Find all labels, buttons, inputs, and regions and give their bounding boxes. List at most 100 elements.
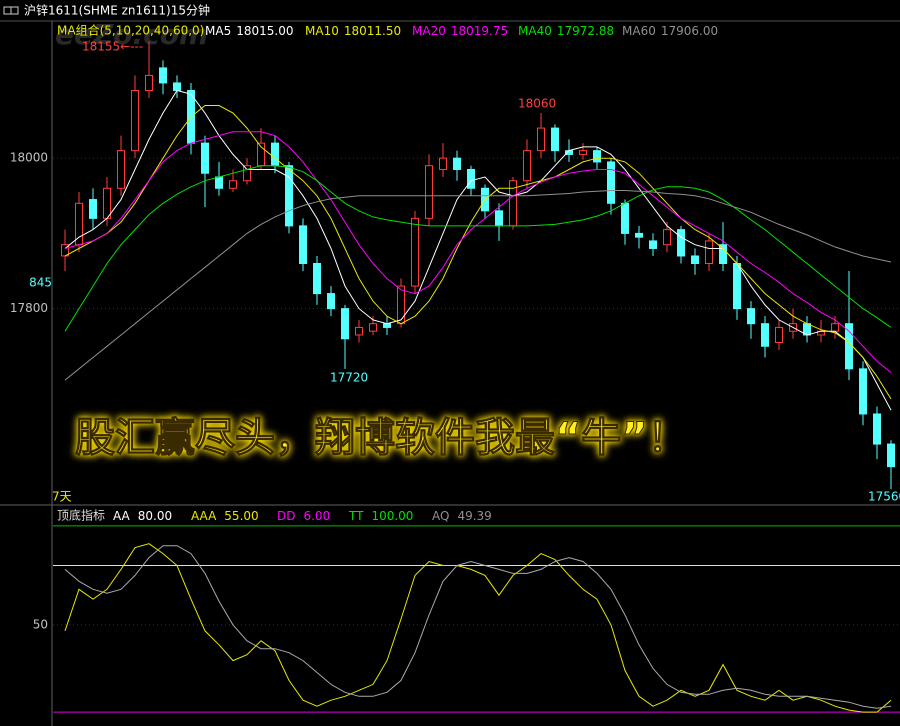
indicator-entry: AQ 49.39 xyxy=(432,509,492,523)
candle-body xyxy=(439,157,447,170)
candle-body xyxy=(215,176,223,189)
indicator-value: 80.00 xyxy=(138,509,172,523)
indicator-name: DD xyxy=(277,509,295,523)
annotation: 17560 xyxy=(868,490,900,504)
legend-name: MA40 xyxy=(518,24,552,38)
candle-body xyxy=(355,326,363,336)
candle-body xyxy=(887,443,895,468)
legend-name: MA20 xyxy=(412,24,446,38)
candle-body xyxy=(663,229,671,246)
ma-line xyxy=(64,165,892,332)
candle-body xyxy=(173,82,181,91)
legend-entry: MA40 17972.88 xyxy=(518,24,614,38)
candle-body xyxy=(341,308,349,340)
annotation: 17720 xyxy=(330,371,368,385)
y-tick-label: 50 xyxy=(33,617,48,631)
indicator-name: AA xyxy=(113,509,131,523)
indicator-entry: AAA 55.00 xyxy=(191,509,259,523)
annotation: 18060 xyxy=(518,97,556,111)
candle-body xyxy=(411,217,419,287)
indicator-value: 100.00 xyxy=(371,509,413,523)
annotation: 18155←--- xyxy=(82,40,143,54)
candle-body xyxy=(593,150,601,163)
legend-value: 18015.00 xyxy=(236,24,293,38)
indicator-value: 55.00 xyxy=(224,509,258,523)
chart-title: 沪锌1611(SHME zn1611)15分钟 xyxy=(24,3,210,18)
candle-body xyxy=(131,89,139,152)
candle-body xyxy=(523,150,531,182)
indicator-name: AAA xyxy=(191,509,217,523)
candle-body xyxy=(453,157,461,170)
candle-body xyxy=(705,240,713,264)
indicator-entry: DD 6.00 xyxy=(277,509,330,523)
candle-body xyxy=(89,199,97,219)
candle-body xyxy=(369,323,377,332)
annotation: 7天 xyxy=(52,490,72,504)
candle-body xyxy=(117,150,125,189)
indicator-name: TT xyxy=(348,509,364,523)
candle-body xyxy=(859,368,867,415)
indicator-name: AQ xyxy=(432,509,449,523)
candle-body xyxy=(285,165,293,227)
candle-body xyxy=(327,293,335,310)
candle-body xyxy=(495,210,503,227)
legend-value: 17972.88 xyxy=(557,24,614,38)
candle-body xyxy=(747,308,755,325)
candle-body xyxy=(691,255,699,265)
annotation: 845 xyxy=(29,276,52,290)
indicator-line xyxy=(64,543,892,713)
candle-body xyxy=(551,127,559,152)
title-icon xyxy=(3,6,12,15)
candle-body xyxy=(201,142,209,174)
candle-body xyxy=(845,323,853,370)
candle-body xyxy=(649,240,657,249)
candle-body xyxy=(635,232,643,238)
candle-body xyxy=(425,165,433,219)
candle-body xyxy=(537,127,545,152)
candle-body xyxy=(467,168,475,189)
ma-line xyxy=(64,105,892,400)
legend-entry: MA5 18015.00 xyxy=(205,24,293,38)
y-tick-label: 17800 xyxy=(10,301,48,315)
candle-body xyxy=(103,187,111,219)
ma-group-label: MA组合(5,10,20,40,60,0) xyxy=(57,23,204,38)
candle-body xyxy=(719,244,727,264)
candle-body xyxy=(313,263,321,295)
legend-name: MA5 xyxy=(205,24,231,38)
candle-body xyxy=(607,161,615,204)
candle-body xyxy=(775,326,783,343)
legend-entry: MA20 18019.75 xyxy=(412,24,508,38)
candle-body xyxy=(831,323,839,332)
candle-body xyxy=(383,323,391,328)
candle-body xyxy=(733,263,741,310)
watermark: eeZo.com xyxy=(55,18,208,51)
indicator-entry: AA 80.00 xyxy=(113,509,172,523)
candle-body xyxy=(397,285,405,325)
candle-body xyxy=(761,323,769,347)
indicator-value: 6.00 xyxy=(303,509,330,523)
candle-body xyxy=(243,165,251,182)
candle-body xyxy=(299,225,307,264)
candle-body xyxy=(873,413,881,445)
legend-entry: MA10 18011.50 xyxy=(305,24,401,38)
candle-body xyxy=(579,150,587,155)
legend-name: MA10 xyxy=(305,24,339,38)
legend-name: MA60 xyxy=(622,24,656,38)
ma-line xyxy=(64,131,892,373)
candle-body xyxy=(271,142,279,167)
ma-line xyxy=(64,89,892,411)
banner: 股汇赢尽头，翔博软件我最“牛”！ xyxy=(75,415,688,461)
indicator-line xyxy=(64,545,892,709)
candle-body xyxy=(229,180,237,189)
indicator-value: 49.39 xyxy=(457,509,491,523)
candle-body xyxy=(677,229,685,257)
title-icon xyxy=(10,6,19,15)
legend-value: 18011.50 xyxy=(344,24,401,38)
legend-value: 18019.75 xyxy=(451,24,508,38)
indicator-entry: TT 100.00 xyxy=(348,509,413,523)
indicator-title: 顶底指标 xyxy=(57,508,105,523)
y-tick-label: 18000 xyxy=(10,151,48,165)
ma-line xyxy=(64,190,892,381)
legend-entry: MA60 17906.00 xyxy=(622,24,718,38)
